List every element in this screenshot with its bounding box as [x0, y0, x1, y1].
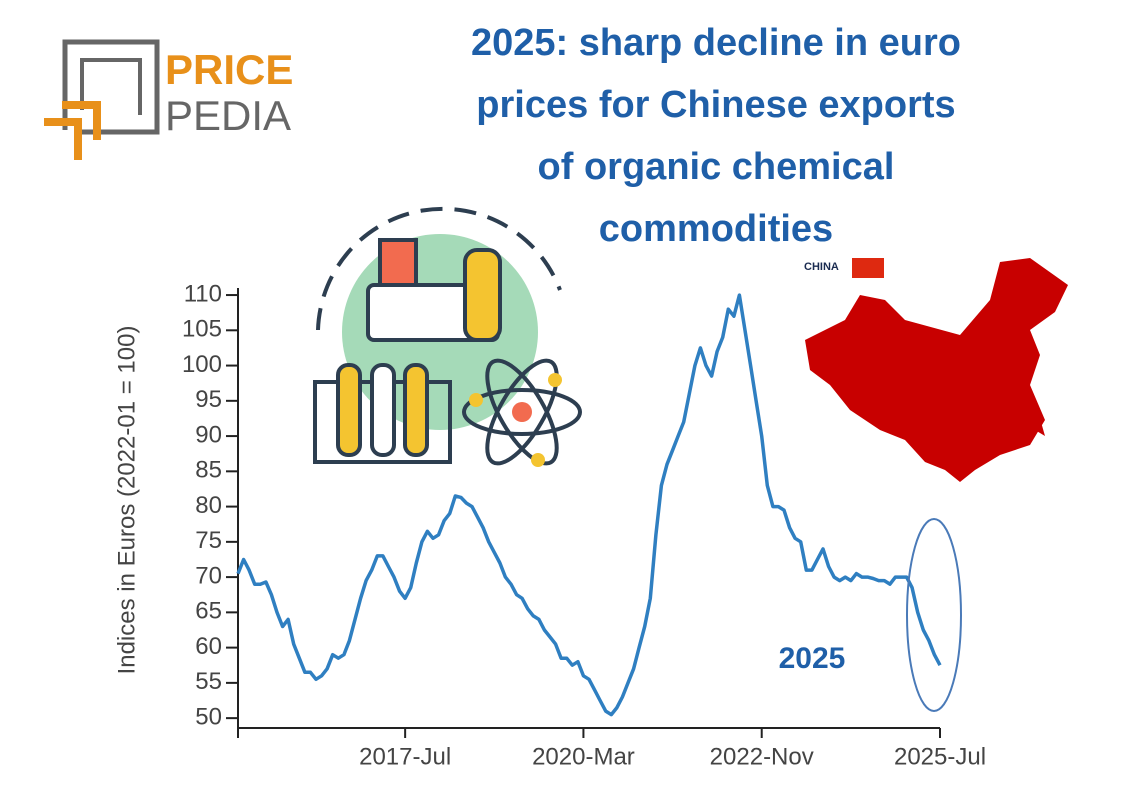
line-series — [236, 293, 942, 717]
x-tick-label: 2017-Jul — [359, 743, 451, 770]
y-tick-label: 90 — [195, 421, 222, 448]
x-tick-label: 2025-Jul — [894, 743, 986, 770]
y-tick-label: 110 — [184, 280, 222, 307]
logo: PRICE PEDIA — [44, 39, 293, 160]
y-tick-label: 65 — [195, 598, 222, 625]
map: CHINA — [804, 258, 1068, 482]
logo-text: PRICE — [165, 46, 293, 93]
y-axis-label: Indices in Euros (2022-01 = 100) — [113, 326, 140, 675]
annotation: 2025 — [779, 642, 846, 675]
y-tick-label: 105 — [182, 316, 222, 343]
y-tick-label: 50 — [195, 703, 222, 730]
x-tick-label: 2020-Mar — [532, 743, 635, 770]
y-tick-label: 60 — [195, 633, 222, 660]
y-tick-label: 100 — [182, 351, 222, 378]
y-tick-label: 80 — [195, 492, 222, 519]
x-tick-label: 2022-Nov — [710, 743, 814, 770]
map-label: CHINA — [804, 261, 839, 273]
illustration — [313, 206, 582, 467]
y-tick-label: 85 — [195, 457, 222, 484]
y-tick-label: 70 — [195, 562, 222, 589]
y-tick-label: 95 — [195, 386, 222, 413]
logo-text: PEDIA — [165, 92, 291, 139]
y-tick-label: 55 — [195, 668, 222, 695]
y-tick-label: 75 — [195, 527, 222, 554]
chart-title: 2025: sharp decline in euro prices for Ch… — [471, 22, 961, 250]
highlight-ellipse — [906, 518, 962, 712]
